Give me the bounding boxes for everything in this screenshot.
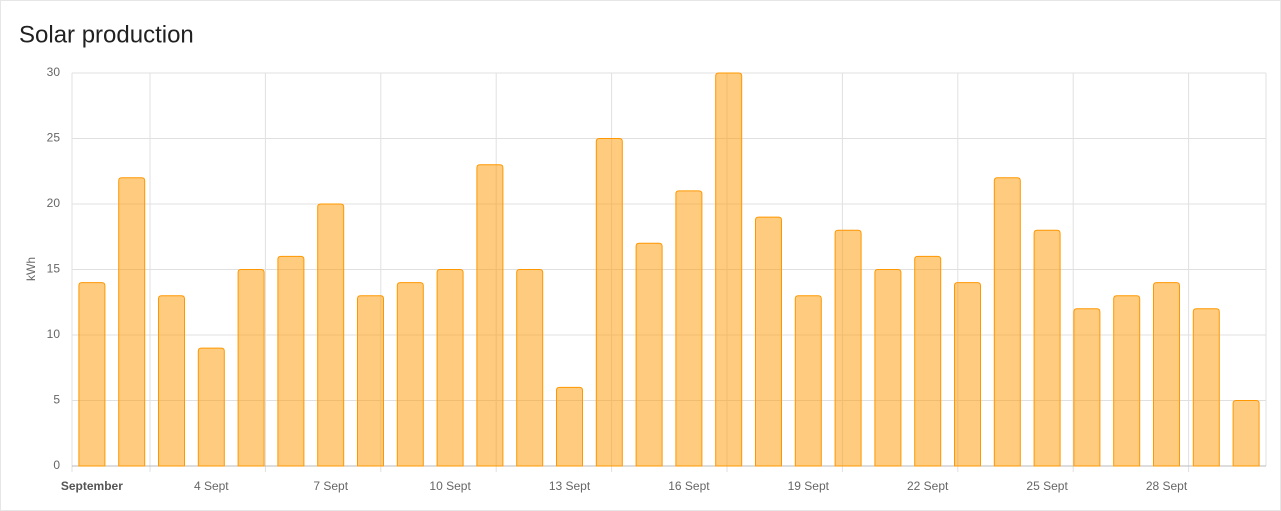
y-tick-label: 30 [47,65,61,79]
bar [635,242,663,467]
x-tick-label: 13 Sept [549,479,591,493]
bar [556,386,583,467]
x-tick-label: 19 Sept [788,479,830,493]
x-tick-label: 16 Sept [668,479,710,493]
bar [595,138,623,467]
bar [1192,308,1220,467]
bar [1232,400,1260,467]
bar [357,295,384,467]
bar [675,190,703,467]
chart-title: Solar production [19,21,194,48]
bar [197,347,225,467]
bar [516,269,544,467]
bar [1153,282,1180,467]
x-tick-label: 28 Sept [1146,479,1188,493]
bar [118,177,146,467]
bar [78,282,106,467]
y-tick-label: 5 [53,393,60,407]
bar [277,255,305,467]
bar [794,295,822,467]
bar [396,282,424,467]
bar [1113,295,1141,467]
bar [1073,308,1101,467]
y-tick-label: 20 [47,196,61,210]
y-tick-label: 0 [53,458,60,472]
bar [874,269,902,467]
y-tick-label: 10 [47,327,61,341]
bar [158,295,185,467]
bar [715,72,743,467]
bar [237,269,265,467]
bar [954,282,981,467]
x-tick-label: September [61,479,123,493]
bar [993,177,1021,467]
x-tick-label: 7 Sept [313,479,348,493]
x-tick-label: 25 Sept [1026,479,1068,493]
bar [436,269,464,467]
bar [755,216,782,467]
bar [476,164,504,467]
bar [1033,229,1061,467]
x-tick-label: 4 Sept [194,479,229,493]
y-tick-label: 15 [47,262,61,276]
x-tick-label: 10 Sept [429,479,471,493]
y-axis-label: kWh [24,257,38,281]
bar [914,255,942,467]
bar [834,229,862,467]
y-tick-label: 25 [47,131,61,145]
x-tick-label: 22 Sept [907,479,949,493]
bar [317,203,345,467]
